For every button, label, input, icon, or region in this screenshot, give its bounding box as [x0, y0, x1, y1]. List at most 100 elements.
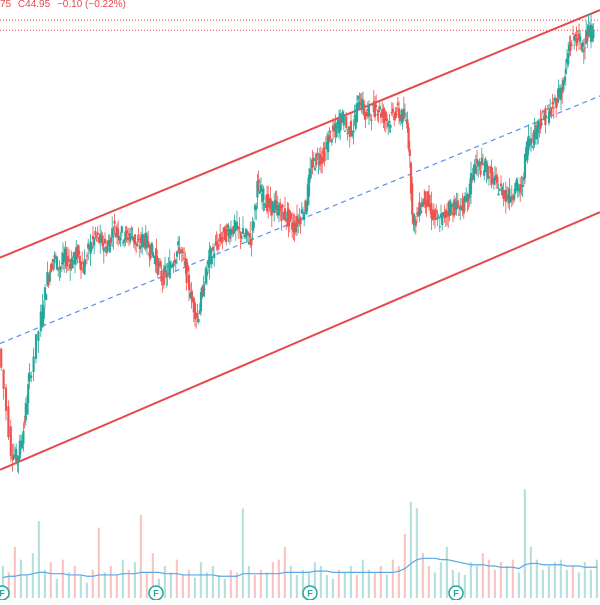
- earnings-label: F: [153, 589, 159, 599]
- candle-body: [143, 239, 146, 247]
- candle-body: [225, 229, 228, 243]
- candle-body: [282, 212, 285, 220]
- candle-body: [207, 260, 210, 265]
- candle-body: [58, 266, 61, 270]
- candle-body: [205, 271, 209, 276]
- candle-body: [342, 115, 345, 126]
- earnings-label: F: [453, 589, 459, 599]
- volume-bar: [289, 566, 292, 598]
- volume-bar: [553, 562, 556, 598]
- candle-body: [371, 104, 374, 106]
- candle-body: [77, 245, 80, 255]
- candle-body: [85, 255, 89, 257]
- candle-body: [298, 219, 301, 224]
- candle-body: [420, 202, 423, 208]
- candle-body: [147, 241, 150, 248]
- candle-body: [444, 210, 447, 218]
- candle-body: [539, 118, 542, 129]
- candle-body: [250, 238, 253, 246]
- candle-body: [82, 266, 85, 273]
- candle-body: [111, 228, 114, 237]
- candle-body: [517, 189, 521, 191]
- candle-body: [126, 237, 129, 240]
- candle-body: [90, 246, 93, 250]
- candle-body: [310, 171, 313, 173]
- candle-body: [135, 242, 138, 244]
- candle-body: [196, 313, 199, 318]
- candle-body: [175, 251, 179, 257]
- candle-body: [316, 153, 319, 155]
- candle-body: [349, 120, 353, 135]
- candle-body: [95, 236, 98, 238]
- channel-lower-line: [0, 211, 600, 471]
- candle-body: [393, 116, 396, 120]
- volume-bar: [67, 572, 70, 598]
- candle-body: [499, 183, 503, 187]
- candle-body: [103, 238, 107, 244]
- candle-body: [295, 215, 299, 227]
- volume-bar: [481, 553, 484, 598]
- candle-body: [441, 212, 444, 225]
- candle-body: [331, 125, 335, 131]
- drawings-layer: [0, 9, 600, 471]
- candle-body: [238, 228, 241, 230]
- candle-body: [195, 317, 198, 319]
- earnings-icon: F: [148, 585, 164, 601]
- candle-body: [451, 212, 455, 215]
- candle-body: [550, 107, 553, 115]
- candle-body: [106, 247, 109, 252]
- candle-body: [142, 235, 145, 243]
- volume-bar: [175, 559, 178, 598]
- volume-bar: [517, 572, 520, 598]
- candle-body: [573, 35, 576, 41]
- candle-body: [424, 191, 427, 205]
- candle-body: [565, 58, 569, 63]
- candle-body: [547, 111, 551, 124]
- volume-bar: [49, 562, 52, 598]
- candle-body: [83, 259, 86, 275]
- candle-body: [120, 226, 123, 233]
- candle-body: [255, 205, 258, 210]
- candle-body: [237, 226, 240, 229]
- candle-body: [490, 166, 493, 185]
- candle-body: [321, 156, 324, 164]
- candle-body: [413, 215, 416, 226]
- candle-body: [479, 170, 482, 175]
- candle-body: [253, 205, 257, 211]
- volume-bar: [217, 574, 220, 598]
- candle-body: [269, 198, 272, 209]
- earnings-icon: F: [302, 585, 318, 601]
- candle-body: [567, 53, 570, 65]
- volume-bar: [439, 562, 442, 598]
- candle-body: [252, 222, 255, 229]
- candle-body: [72, 252, 75, 259]
- candle-body: [84, 263, 87, 265]
- candle-body: [119, 237, 122, 241]
- candle-body: [124, 231, 127, 240]
- candle-body: [172, 263, 175, 268]
- candle-body: [541, 110, 545, 112]
- candle-body: [39, 311, 42, 332]
- candle-body: [480, 157, 483, 165]
- candle-body: [336, 119, 339, 125]
- candle-body: [157, 265, 161, 267]
- candle-body: [328, 135, 331, 143]
- candle-body: [427, 194, 431, 207]
- volume-bar: [205, 572, 208, 598]
- candle-body: [509, 198, 512, 202]
- candle-body: [504, 189, 507, 202]
- candle-body: [516, 183, 519, 192]
- candle-body: [217, 239, 221, 241]
- volume-bar: [103, 572, 106, 598]
- candle-body: [519, 184, 522, 193]
- volume-bar: [349, 566, 352, 598]
- candle-body: [113, 220, 116, 224]
- volume-bar: [229, 569, 232, 598]
- candle-body: [367, 104, 371, 117]
- candle-body: [431, 214, 434, 220]
- volume-bar: [277, 559, 280, 598]
- candle-body: [312, 157, 315, 162]
- candle-body: [25, 403, 29, 414]
